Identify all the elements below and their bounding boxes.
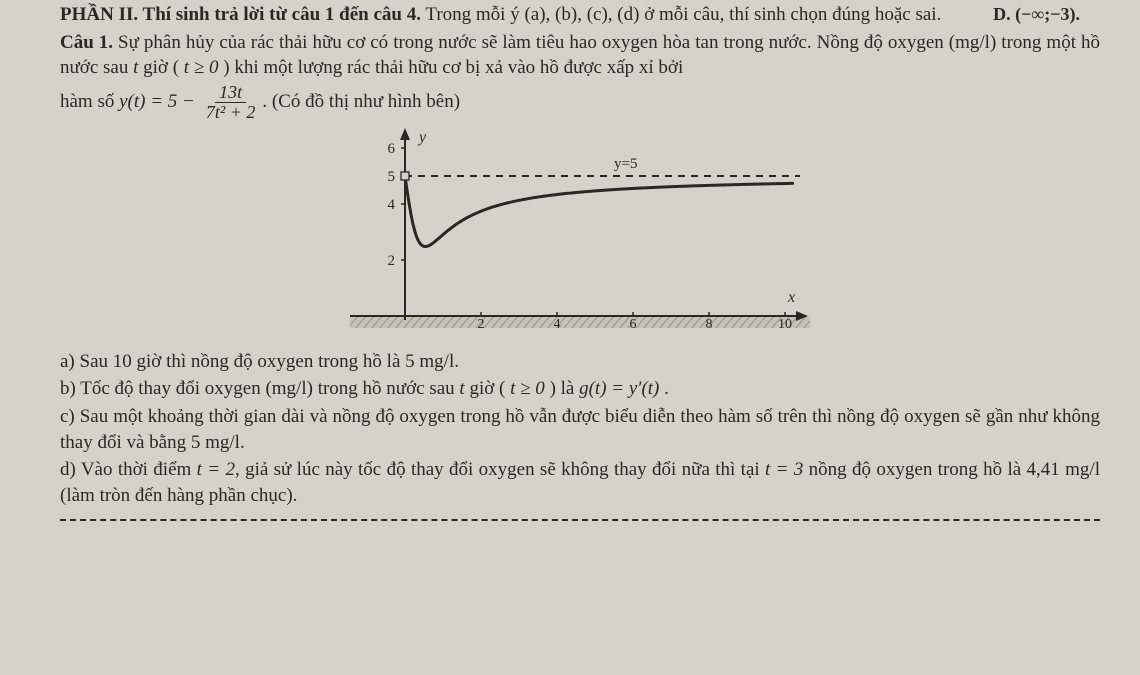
cau1-body-2: giờ ( [138,57,183,78]
cau1-body-4: . (Có đồ thị như hình bên) [262,91,460,112]
cau1-formula-line: hàm số y(t) = 5 − 13t 7t² + 2 . (Có đồ t… [60,83,1100,122]
cau1-body-3: ) khi một lượng rác thải hữu cơ bị xả và… [219,57,684,78]
b-4: . [659,378,669,399]
d-t2: t = 2 [197,459,235,480]
b-3: ) là [545,378,579,399]
section-heading: PHẦN II. Thí sinh trả lời từ câu 1 đến c… [60,2,1100,28]
cau1-label: Câu 1. [60,32,113,53]
d-2: , giả sử lúc này tốc độ thay đổi oxygen … [235,459,765,480]
phan-ii-label: PHẦN II. Thí sinh trả lời từ câu 1 đến c… [60,4,421,25]
svg-text:x: x [787,289,795,306]
b-cond: t ≥ 0 [510,378,545,399]
svg-text:2: 2 [478,317,485,332]
yt-eq: y(t) = 5 − [119,89,195,115]
chart-container: 2 4 5 6 2 4 6 8 10 y x y=5 [60,126,1100,341]
svg-text:y=5: y=5 [614,156,637,172]
svg-text:4: 4 [388,197,396,213]
function-formula: y(t) = 5 − 13t 7t² + 2 [119,83,262,122]
svg-text:2: 2 [388,253,396,269]
frac-den: 7t² + 2 [202,103,260,122]
svg-text:6: 6 [630,317,637,332]
item-b: b) Tốc độ thay đổi oxygen (mg/l) trong h… [60,376,1100,402]
phan-ii-text: Trong mỗi ý (a), (b), (c), (d) ở mỗi câu… [421,4,941,25]
d-t3: t = 3 [765,459,803,480]
svg-text:4: 4 [554,317,561,332]
cau1-text: Câu 1. Sự phân hủy của rác thải hữu cơ c… [60,30,1100,81]
svg-text:5: 5 [388,169,396,185]
b-1: b) Tốc độ thay đổi oxygen (mg/l) trong h… [60,378,459,399]
document-page: PHẦN II. Thí sinh trả lời từ câu 1 đến c… [0,2,1140,531]
frac-num: 13t [215,83,246,103]
svg-text:6: 6 [388,141,396,157]
corner-option-d: D. (−∞;−3). [993,4,1080,25]
oxygen-chart: 2 4 5 6 2 4 6 8 10 y x y=5 [350,126,810,341]
fraction: 13t 7t² + 2 [202,83,260,122]
b-2: giờ ( [465,378,510,399]
item-a: a) Sau 10 giờ thì nồng độ oxygen trong h… [60,349,1100,375]
cau1-cond: t ≥ 0 [184,57,219,78]
b-g: g(t) = y′(t) [579,378,659,399]
svg-text:8: 8 [706,317,713,332]
svg-text:y: y [417,129,427,146]
item-d: d) Vào thời điểm t = 2, giả sử lúc này t… [60,457,1100,508]
svg-text:10: 10 [778,317,792,332]
d-1: d) Vào thời điểm [60,459,197,480]
dashed-divider [60,519,1100,521]
item-c: c) Sau một khoảng thời gian dài và nồng … [60,404,1100,455]
hamso-label: hàm số [60,91,119,112]
